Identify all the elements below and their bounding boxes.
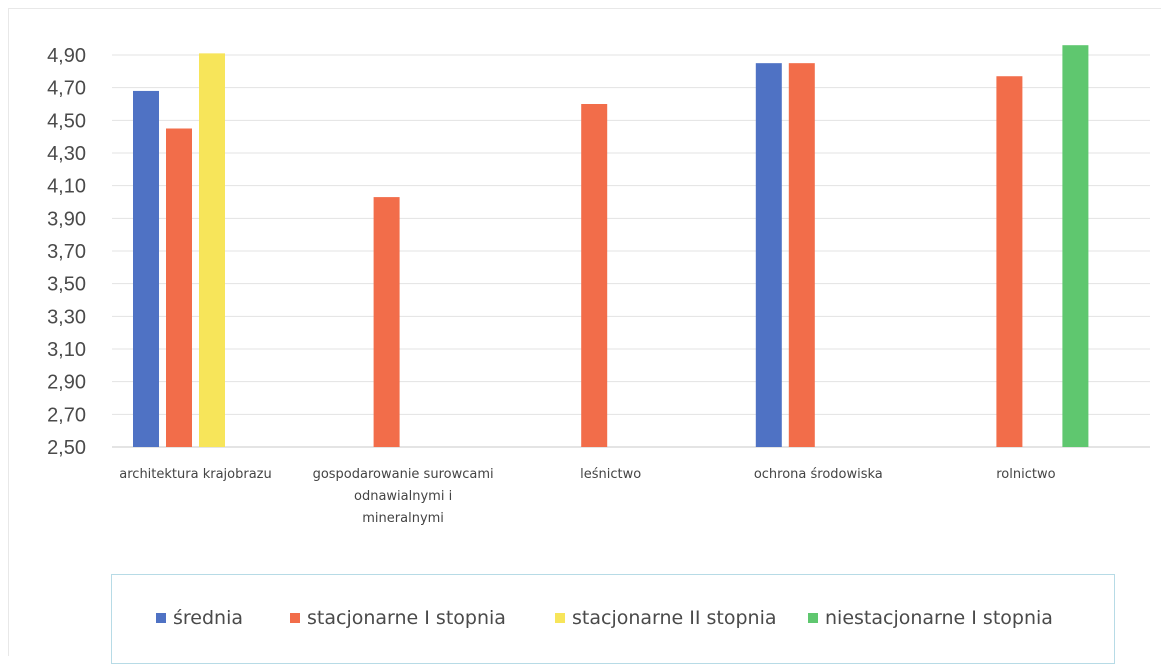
x-axis-categories: architektura krajobrazu gospodarowanie su… xyxy=(119,467,1055,526)
y-tick-label: 4,10 xyxy=(47,176,86,198)
legend-label: średnia xyxy=(173,607,244,629)
legend-item: średnia xyxy=(156,607,243,629)
legend-label: stacjonarne II stopnia xyxy=(572,607,777,629)
bar xyxy=(996,76,1023,447)
y-tick-label: 3,50 xyxy=(47,274,86,296)
y-tick-label: 3,70 xyxy=(47,241,86,263)
legend-item: stacjonarne I stopnia xyxy=(290,607,506,629)
legend-label: niestacjonarne I stopnia xyxy=(825,607,1053,629)
y-tick-label: 4,90 xyxy=(47,45,86,67)
legend: średnia stacjonarne I stopnia stacjonarne … xyxy=(111,574,1115,664)
legend-item: stacjonarne II stopnia xyxy=(555,607,777,629)
y-axis-ticks: 2,50 2,70 2,90 3,10 3,30 3,50 3,70 3,90 4,10 4,30… xyxy=(47,45,86,459)
bar xyxy=(373,197,400,447)
bar xyxy=(199,53,225,447)
bar-chart: 2,50 2,70 2,90 3,10 3,30 3,50 3,70 3,90 4,10 4,30… xyxy=(47,45,1150,526)
y-tick-label: 2,70 xyxy=(47,404,86,426)
y-tick-label: 3,90 xyxy=(47,208,86,230)
legend-swatch xyxy=(290,613,300,623)
y-tick-label: 4,50 xyxy=(47,110,86,132)
x-category-label: rolnictwo xyxy=(996,467,1055,482)
y-tick-label: 2,50 xyxy=(47,437,86,459)
bar xyxy=(133,90,159,447)
legend-label: stacjonarne I stopnia xyxy=(307,607,506,629)
bar xyxy=(788,63,815,448)
x-category-label: gospodarowanie surowcami odnawialnymi i mi… xyxy=(313,467,494,526)
legend-swatch xyxy=(808,613,818,623)
legend-swatch xyxy=(555,613,565,623)
gridlines xyxy=(112,54,1150,448)
bar xyxy=(581,104,608,447)
chart-frame xyxy=(8,8,1161,656)
bars xyxy=(133,45,1089,448)
bar xyxy=(755,63,782,448)
y-tick-label: 4,30 xyxy=(47,143,86,165)
y-tick-label: 3,10 xyxy=(47,339,86,361)
bar xyxy=(166,128,192,447)
y-tick-label: 3,30 xyxy=(47,306,86,328)
x-category-label: architektura krajobrazu xyxy=(119,467,271,482)
legend-swatch xyxy=(156,613,166,623)
y-tick-label: 2,90 xyxy=(47,372,86,394)
legend-item: niestacjonarne I stopnia xyxy=(808,607,1053,629)
y-tick-label: 4,70 xyxy=(47,78,86,100)
x-category-label: ochrona środowiska xyxy=(754,467,883,482)
x-category-label: leśnictwo xyxy=(580,467,641,482)
bar xyxy=(1062,45,1089,447)
